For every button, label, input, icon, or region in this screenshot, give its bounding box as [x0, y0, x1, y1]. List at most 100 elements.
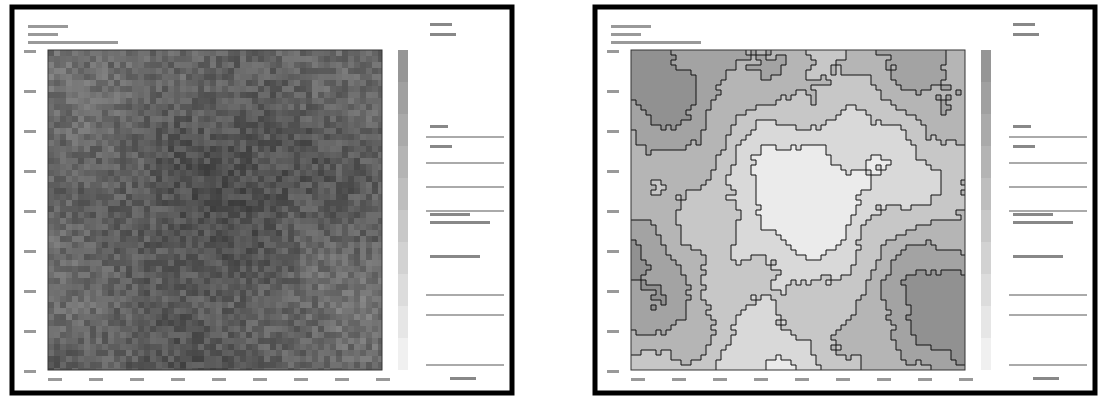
map-cell	[72, 116, 78, 122]
map-cell	[222, 98, 228, 104]
map-cell	[168, 296, 174, 302]
map-cell	[896, 95, 901, 100]
map-cell	[891, 50, 896, 55]
map-cell	[54, 134, 60, 140]
map-cell	[781, 85, 786, 90]
map-cell	[264, 272, 270, 278]
map-cell	[851, 60, 856, 65]
map-cell	[896, 85, 901, 90]
map-cell	[372, 56, 378, 62]
map-cell	[264, 152, 270, 158]
map-cell	[681, 165, 686, 170]
map-cell	[354, 170, 360, 176]
map-cell	[886, 70, 891, 75]
map-cell	[701, 135, 706, 140]
map-cell	[114, 338, 120, 344]
map-cell	[348, 230, 354, 236]
map-cell	[90, 266, 96, 272]
map-cell	[916, 65, 921, 70]
map-cell	[294, 362, 300, 368]
map-cell	[360, 80, 366, 86]
map-cell	[78, 272, 84, 278]
map-cell	[801, 185, 806, 190]
map-cell	[696, 75, 701, 80]
map-cell	[926, 95, 931, 100]
map-cell	[801, 175, 806, 180]
map-cell	[901, 145, 906, 150]
map-cell	[816, 60, 821, 65]
map-cell	[174, 140, 180, 146]
map-cell	[366, 140, 372, 146]
map-cell	[234, 308, 240, 314]
map-cell	[126, 356, 132, 362]
map-cell	[911, 110, 916, 115]
map-cell	[282, 98, 288, 104]
map-cell	[216, 350, 222, 356]
map-cell	[354, 260, 360, 266]
map-cell	[721, 80, 726, 85]
map-cell	[78, 206, 84, 212]
map-cell	[198, 50, 204, 56]
map-cell	[651, 110, 656, 115]
map-cell	[96, 164, 102, 170]
map-cell	[186, 350, 192, 356]
map-cell	[661, 150, 666, 155]
map-cell	[671, 145, 676, 150]
map-cell	[636, 90, 641, 95]
map-cell	[901, 160, 906, 165]
map-cell	[641, 180, 646, 185]
map-cell	[816, 150, 821, 155]
map-cell	[776, 165, 781, 170]
map-cell	[921, 130, 926, 135]
map-cell	[90, 344, 96, 350]
map-cell	[946, 70, 951, 75]
map-cell	[216, 80, 222, 86]
map-cell	[791, 65, 796, 70]
map-cell	[846, 125, 851, 130]
map-cell	[72, 74, 78, 80]
map-cell	[150, 356, 156, 362]
map-cell	[831, 135, 836, 140]
map-cell	[786, 145, 791, 150]
map-cell	[306, 56, 312, 62]
map-cell	[312, 272, 318, 278]
map-cell	[48, 146, 54, 152]
map-cell	[881, 135, 886, 140]
map-cell	[150, 104, 156, 110]
map-cell	[681, 70, 686, 75]
map-cell	[102, 80, 108, 86]
map-cell	[961, 85, 965, 90]
map-cell	[901, 100, 906, 105]
map-cell	[336, 248, 342, 254]
map-cell	[378, 68, 382, 74]
map-cell	[264, 230, 270, 236]
map-cell	[270, 182, 276, 188]
map-cell	[921, 135, 926, 140]
map-cell	[336, 308, 342, 314]
map-cell	[78, 320, 84, 326]
map-cell	[168, 350, 174, 356]
map-cell	[348, 134, 354, 140]
map-cell	[276, 182, 282, 188]
map-cell	[796, 190, 801, 195]
map-cell	[641, 110, 646, 115]
map-cell	[348, 116, 354, 122]
map-cell	[162, 140, 168, 146]
map-cell	[48, 260, 54, 266]
map-cell	[876, 100, 881, 105]
map-cell	[378, 104, 382, 110]
map-cell	[348, 224, 354, 230]
map-cell	[876, 170, 881, 175]
map-cell	[831, 160, 836, 165]
map-cell	[114, 50, 120, 56]
map-cell	[766, 165, 771, 170]
map-cell	[871, 160, 876, 165]
map-cell	[906, 105, 911, 110]
map-cell	[312, 146, 318, 152]
map-cell	[264, 206, 270, 212]
map-cell	[771, 185, 776, 190]
map-cell	[881, 70, 886, 75]
map-cell	[204, 92, 210, 98]
map-cell	[132, 50, 138, 56]
map-cell	[871, 185, 876, 190]
